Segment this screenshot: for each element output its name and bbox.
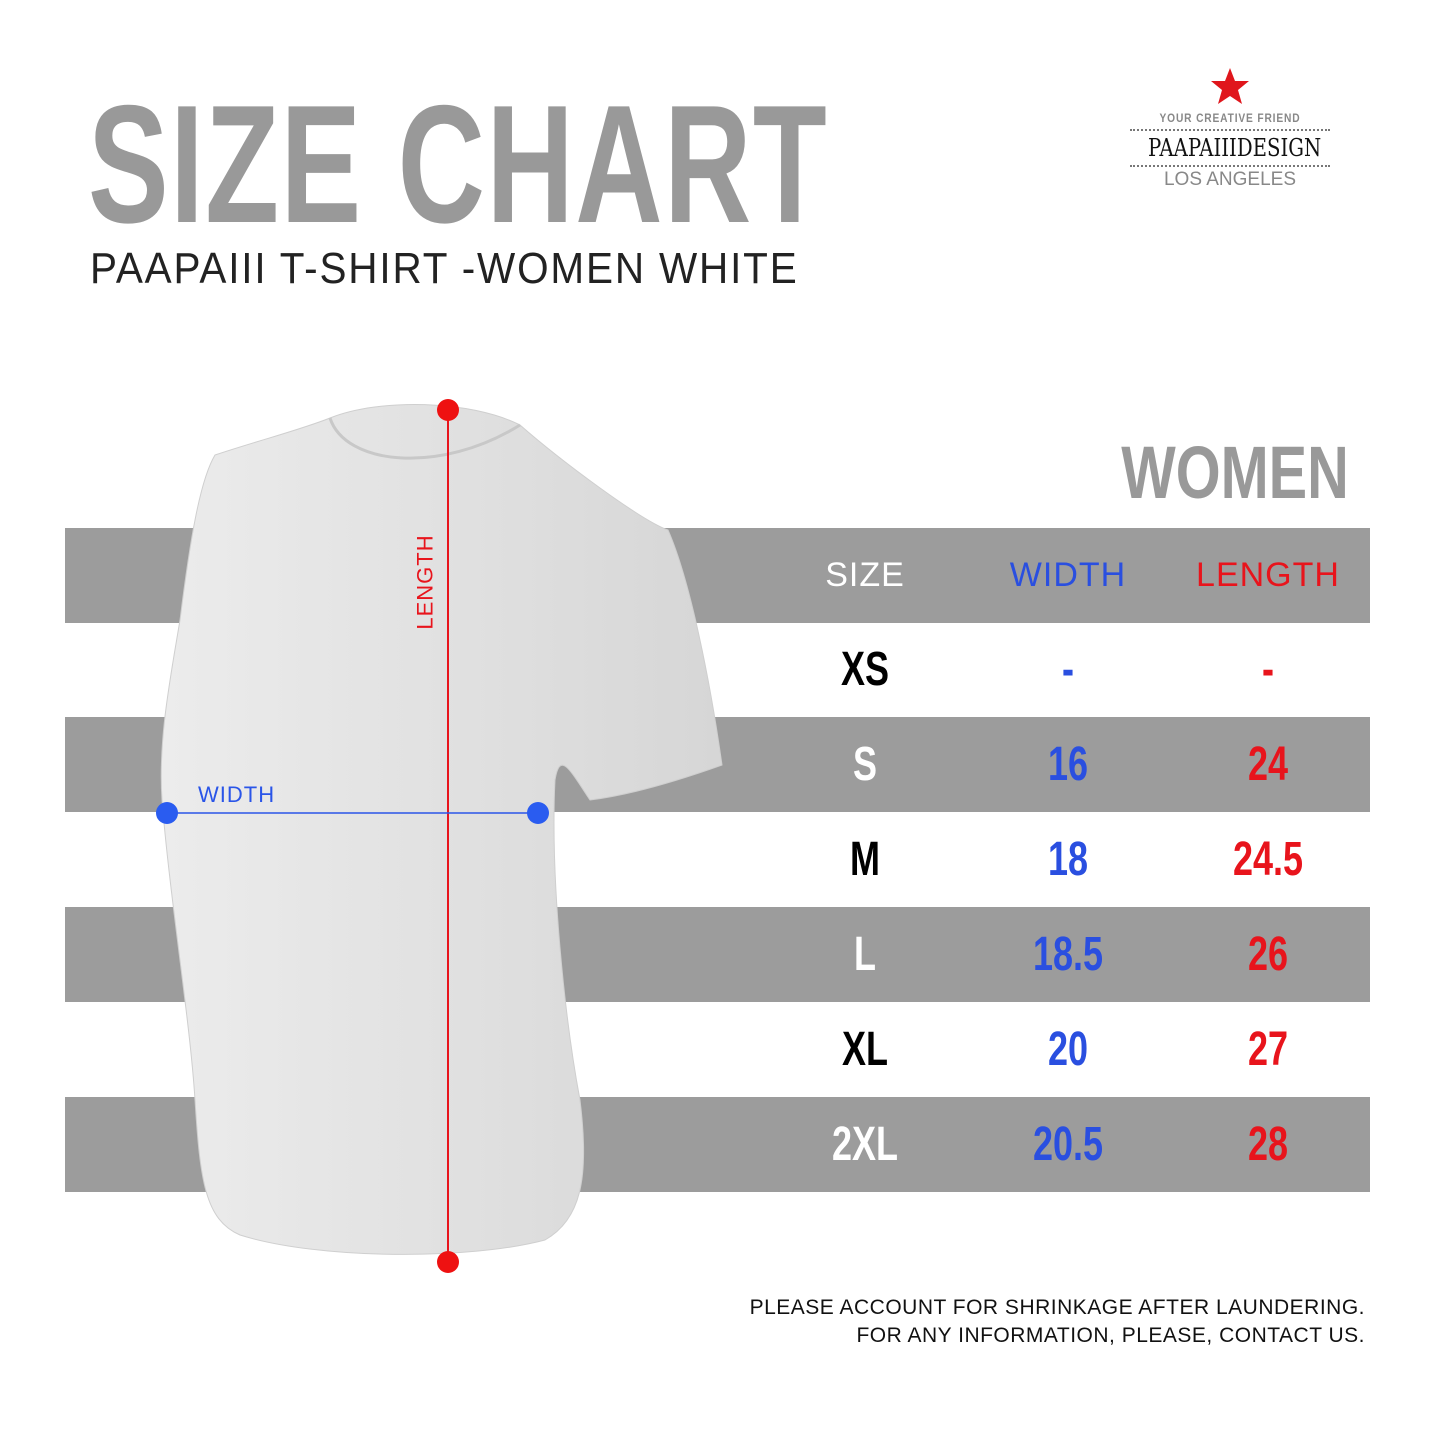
cell-width: 20	[1047, 1023, 1089, 1076]
table-row: L 18.5 26	[760, 907, 1370, 1002]
brand-logo: YOUR CREATIVE FRIEND PAAPAIIIDESIGN LOS …	[1130, 66, 1330, 191]
cell-width: 16	[1047, 738, 1089, 791]
width-marker-right	[527, 802, 549, 824]
width-label: WIDTH	[198, 782, 276, 807]
header-size: SIZE	[825, 556, 905, 594]
cell-length: -	[1262, 643, 1274, 696]
logo-name: PAAPAIIIDESIGN	[1148, 134, 1322, 162]
header-width: WIDTH	[1009, 556, 1127, 594]
table-row: XS - -	[760, 622, 1370, 717]
length-label: LENGTH	[412, 534, 438, 630]
cell-size: XL	[841, 1023, 889, 1076]
header-length: LENGTH	[1196, 556, 1340, 594]
note-shrinkage: PLEASE ACCOUNT FOR SHRINKAGE AFTER LAUND…	[749, 1296, 1365, 1319]
cell-length: 27	[1247, 1023, 1289, 1076]
page-subtitle: PAAPAIII T-SHIRT -WOMEN WHITE	[90, 244, 799, 293]
logo-tagline: YOUR CREATIVE FRIEND	[1159, 111, 1301, 125]
cell-size: L	[853, 928, 876, 981]
cell-size: S	[852, 738, 877, 791]
cell-length: 28	[1247, 1118, 1289, 1171]
logo-city: LOS ANGELES	[1163, 169, 1296, 190]
page-title: SIZE CHART	[88, 70, 829, 258]
cell-size: M	[850, 833, 880, 886]
cell-length: 24	[1247, 738, 1289, 791]
cell-size: XS	[840, 643, 890, 696]
width-marker-left	[156, 802, 178, 824]
table-row: 2XL 20.5 28	[760, 1097, 1370, 1192]
note-contact: FOR ANY INFORMATION, PLEASE, CONTACT US.	[856, 1324, 1365, 1347]
section-label: WOMEN	[1121, 431, 1349, 514]
tshirt-diagram	[156, 399, 723, 1273]
table-row: M 18 24.5	[760, 812, 1370, 907]
cell-width: 18.5	[1032, 928, 1104, 981]
table-header: SIZE WIDTH LENGTH	[760, 528, 1370, 623]
cell-size: 2XL	[831, 1118, 899, 1171]
table-row: XL 20 27	[760, 1002, 1370, 1097]
tshirt-shape	[160, 403, 723, 1255]
table-row: S 16 24	[760, 717, 1370, 812]
star-icon	[1211, 68, 1249, 104]
cell-length: 26	[1247, 928, 1289, 981]
cell-width: -	[1062, 643, 1074, 696]
length-marker-bottom	[437, 1251, 459, 1273]
cell-width: 18	[1047, 833, 1089, 886]
cell-length: 24.5	[1232, 833, 1304, 886]
notes: PLEASE ACCOUNT FOR SHRINKAGE AFTER LAUND…	[750, 1294, 1365, 1350]
length-marker-top	[437, 399, 459, 421]
cell-width: 20.5	[1032, 1118, 1104, 1171]
